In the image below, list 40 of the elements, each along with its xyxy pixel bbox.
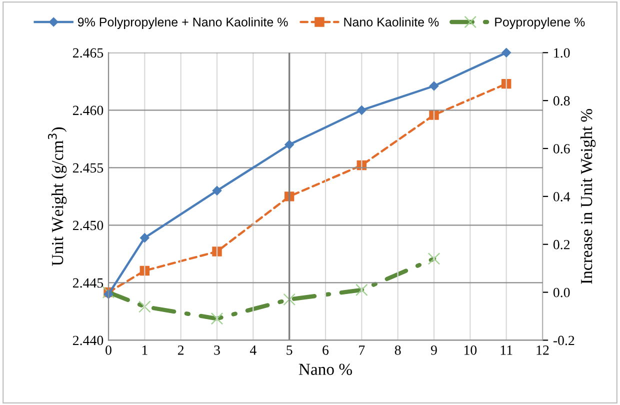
point: [284, 140, 294, 150]
y-tick-label: 2.445: [73, 278, 104, 288]
y-tick-label: 2.440: [73, 336, 104, 346]
x-tick-label: 8: [394, 345, 401, 355]
x-tick-label: 9: [430, 346, 437, 355]
y2-tick-label: 0.0: [553, 288, 570, 298]
x-tick-label: 12: [536, 346, 549, 355]
legend-label: Poypropylene %: [495, 17, 585, 29]
x-tick-label: 11: [500, 346, 512, 355]
point: [502, 48, 511, 58]
legend-label: 9% Polypropylene + Nano Kaolinite %: [78, 17, 288, 29]
y-tick-label: 2.455: [73, 163, 104, 173]
y-tick-label: 2.460: [73, 106, 104, 116]
y2-tick-label: 0.8: [553, 96, 570, 106]
y-tick-label: 2.465: [73, 48, 104, 58]
legend-label: Nano Kaolinite %: [344, 17, 439, 27]
x-axis-title: Nano %: [298, 364, 352, 375]
x-tick-label: 10: [464, 345, 477, 355]
y2-tick-label: 0.2: [553, 240, 570, 250]
y2-axis-title: Increase in Unit Weight %: [580, 108, 596, 284]
point: [357, 106, 366, 115]
y2-tick-label: 0.4: [553, 192, 570, 202]
x-tick-label: 2: [178, 346, 184, 355]
point: [212, 246, 222, 256]
point: [429, 81, 439, 91]
x-tick-label: 7: [359, 346, 365, 355]
x-tick-label: 6: [322, 346, 329, 355]
y2-tick-label: -0.2: [553, 336, 574, 346]
point: [140, 233, 150, 242]
point: [212, 186, 222, 196]
y-tick-label: 2.450: [73, 220, 104, 230]
y2-tick-label: 1.0: [554, 48, 570, 58]
x-tick-label: 5: [286, 346, 292, 355]
x-tick-label: 4: [250, 346, 256, 355]
y-axis-title: Unit Weight (g/cm$^{3}$): [48, 127, 67, 266]
x-tick-label: 0: [106, 345, 112, 355]
point: [429, 110, 439, 120]
x-tick-label: 3: [214, 346, 220, 355]
y2-tick-label: 0.6: [553, 144, 570, 154]
x-tick-label: 1: [142, 346, 148, 355]
